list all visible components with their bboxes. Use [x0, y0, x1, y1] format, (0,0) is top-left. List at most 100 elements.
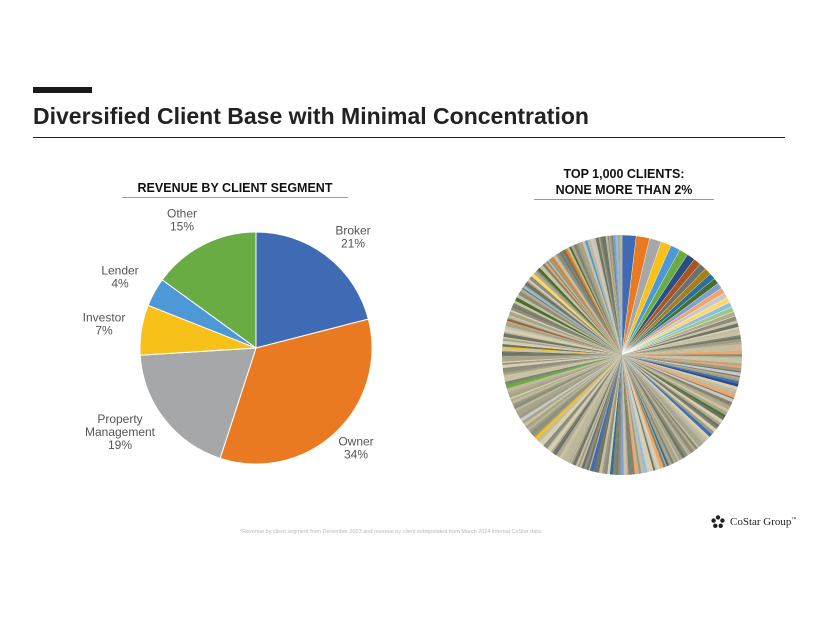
client-slice-31: [622, 344, 742, 355]
client-slice-234: [560, 250, 622, 355]
client-slice-20: [621, 315, 738, 356]
client-slice-48: [622, 355, 738, 390]
client-slice-87: [622, 355, 675, 465]
client-slice-23: [622, 326, 740, 355]
client-slice-160: [514, 355, 622, 412]
logo-name: CoStar Group: [730, 516, 792, 528]
client-slice-182: [501, 353, 622, 356]
client-slice-173: [503, 355, 622, 379]
client-slice-177: [502, 355, 622, 369]
client-slice-78: [622, 355, 695, 454]
client-slice-256: [611, 235, 622, 355]
segment-label-broker: Broker 21%: [335, 224, 370, 251]
client-slice-238: [569, 246, 622, 355]
client-slice-251: [601, 236, 622, 355]
client-slice-176: [502, 355, 622, 372]
client-slice-154: [523, 355, 622, 425]
client-slice-101: [622, 355, 642, 474]
client-slice-165: [509, 355, 622, 400]
clients-chart-title: TOP 1,000 CLIENTS: NONE MORE THAN 2%: [534, 166, 714, 198]
client-slice-224: [544, 262, 622, 355]
client-slice-216: [527, 278, 622, 355]
client-slice-164: [510, 355, 622, 402]
client-slice-85: [622, 355, 679, 463]
client-slice-55: [622, 355, 733, 406]
client-slice-29: [622, 338, 742, 355]
client-slice-82: [622, 355, 686, 459]
client-slice-207: [515, 297, 622, 355]
client-slice-107: [622, 355, 628, 475]
client-slice-121: [586, 355, 622, 471]
client-slice-24: [622, 328, 740, 355]
client-slice-235: [562, 249, 622, 355]
title-divider: [33, 137, 785, 138]
client-slice-213: [523, 284, 622, 355]
segment-label-line: Property: [97, 412, 142, 426]
client-slice-52: [622, 355, 735, 400]
client-slice-233: [559, 251, 622, 355]
client-slice-49: [622, 355, 737, 393]
client-slice-136: [552, 355, 622, 455]
segment-label-line: Owner: [338, 435, 373, 449]
clients-pie: [501, 234, 743, 476]
segment-label-line: 34%: [344, 448, 368, 462]
client-slice-106: [622, 355, 629, 475]
client-slice-139: [546, 355, 622, 450]
client-slice-241: [576, 243, 622, 355]
segment-label-owner: Owner 34%: [338, 435, 373, 462]
page-title: Diversified Client Base with Minimal Con…: [33, 103, 589, 129]
client-slice-60: [622, 355, 726, 418]
client-slice-150: [528, 355, 622, 432]
costar-logo-icon: [711, 515, 725, 528]
segment-label-property-management: Property Management 19%: [85, 412, 156, 452]
client-slice-95: [622, 355, 657, 471]
client-slice-142: [541, 355, 622, 446]
client-slice-123: [581, 355, 622, 469]
client-slice-21: [622, 320, 738, 355]
client-slice-138: [547, 355, 622, 452]
client-slice-99: [622, 355, 648, 473]
client-slice-232: [556, 252, 622, 355]
client-slice-203: [510, 306, 622, 355]
client-slice-223: [542, 263, 622, 355]
segment-label-line: 21%: [341, 237, 365, 251]
client-slice-32: [622, 346, 742, 355]
client-slice-254: [608, 235, 622, 355]
client-slice-68: [622, 355, 712, 438]
client-slice-236: [564, 248, 622, 355]
client-slice-72: [622, 355, 704, 445]
client-slice-28: [622, 336, 741, 355]
client-slice-204: [512, 305, 622, 355]
client-slice-137: [550, 355, 622, 453]
client-slice-97: [622, 355, 654, 472]
client-slice-127: [572, 355, 622, 466]
client-slice-166: [508, 355, 622, 398]
client-slice-96: [622, 355, 656, 471]
client-slice-147: [532, 355, 622, 436]
client-slice-219: [533, 271, 622, 355]
client-slice-253: [607, 235, 622, 355]
client-slice-162: [512, 355, 622, 407]
costar-logo: CoStar Group™: [710, 514, 796, 530]
client-slice-34: [622, 354, 743, 357]
client-slice-64: [622, 355, 720, 428]
client-slice-30: [622, 341, 742, 355]
client-slice-58: [622, 355, 729, 413]
client-slice-102: [622, 355, 639, 475]
client-slice-108: [620, 355, 624, 476]
segment-label-lender: Lender 4%: [101, 264, 138, 291]
client-slice-57: [622, 355, 731, 410]
client-slice-84: [622, 355, 680, 462]
segment-label-line: Broker: [335, 224, 370, 238]
client-slice-70: [622, 355, 708, 441]
segment-chart-title: REVENUE BY CLIENT SEGMENT: [137, 181, 333, 195]
client-slice-179: [502, 355, 622, 363]
client-slice-80: [622, 355, 690, 456]
client-slice-180: [502, 355, 622, 362]
client-slice-122: [583, 355, 622, 470]
client-slice-163: [511, 355, 622, 405]
segment-label-investor: Investor 7%: [83, 311, 126, 338]
client-slice-47: [622, 355, 739, 387]
client-slice-258: [615, 235, 622, 355]
client-slice-143: [539, 355, 622, 445]
